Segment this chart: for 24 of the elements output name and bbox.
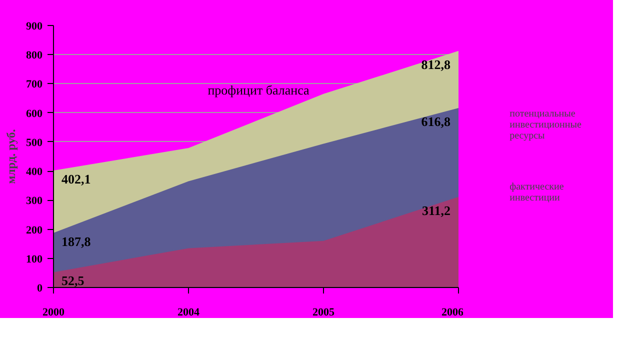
- text: потенциальные инвестиционные ресурсы: [510, 108, 582, 141]
- data-label: 402,1: [62, 171, 91, 186]
- data-label: 616,8: [421, 114, 451, 129]
- y-tick-label: 200: [26, 224, 43, 236]
- annotation: профицит баланса: [208, 82, 310, 98]
- y-tick-label: 900: [26, 20, 43, 32]
- x-tick-label: 2006: [442, 306, 464, 318]
- y-tick-label: 300: [26, 195, 43, 208]
- y-tick-label: 100: [26, 253, 43, 266]
- x-tick-label: 2005: [312, 306, 335, 318]
- text: фактические инвестиции: [510, 181, 564, 203]
- y-axis-title: млрд. руб.: [4, 129, 18, 184]
- y-tick-label: 400: [26, 166, 43, 178]
- data-label: 187,8: [62, 234, 92, 249]
- data-label: 812,8: [421, 56, 451, 72]
- data-label: 52,5: [62, 273, 85, 288]
- y-tick-label: 0: [37, 282, 43, 294]
- y-tick-label: 600: [26, 108, 43, 120]
- y-tick-label: 500: [26, 136, 43, 149]
- y-tick-label: 700: [26, 78, 43, 91]
- data-label: 311,2: [422, 202, 451, 218]
- y-tick-label: 800: [26, 50, 43, 62]
- x-tick-label: 2004: [178, 306, 200, 318]
- x-tick-label: 2000: [42, 306, 65, 318]
